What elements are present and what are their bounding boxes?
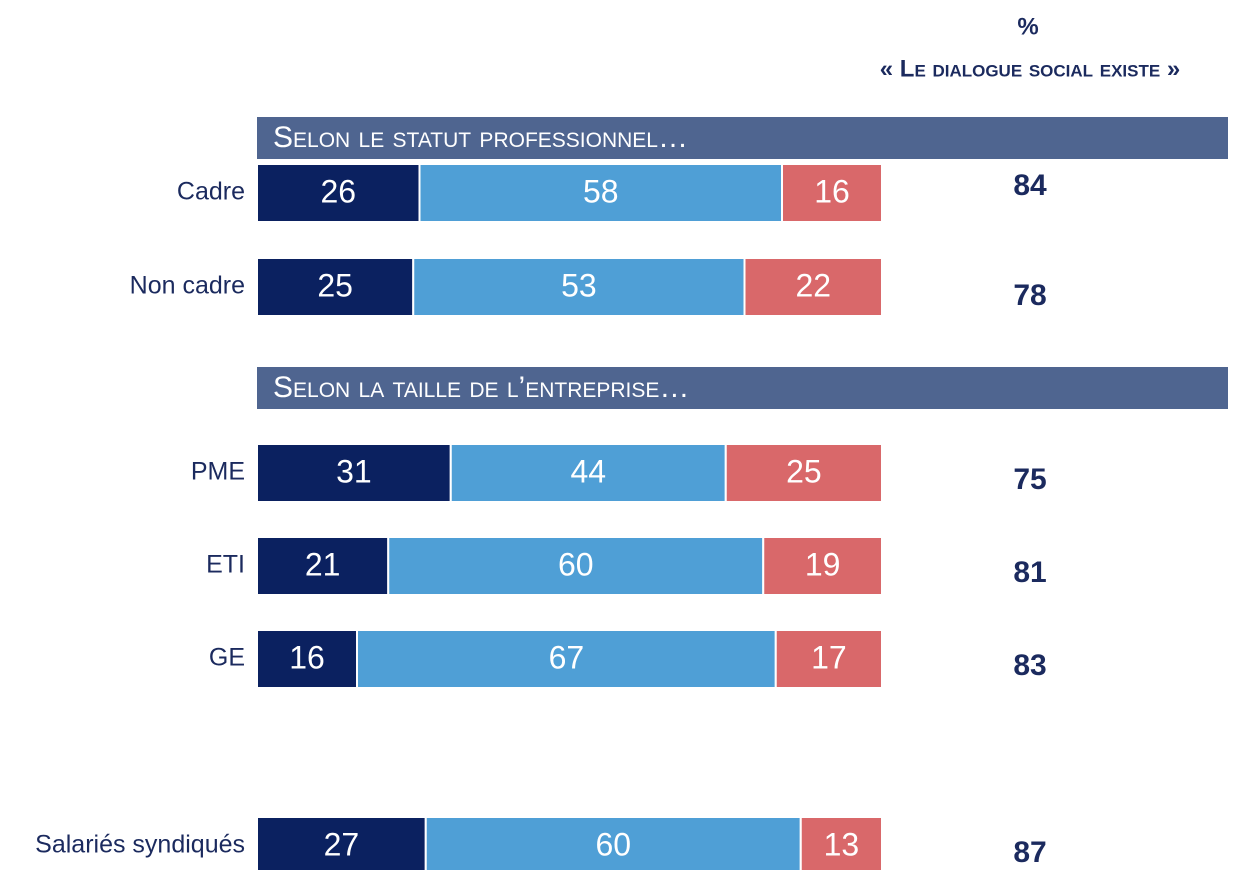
value-label: 22 (795, 267, 831, 303)
section-title: Selon la taille de l’entreprise… (273, 371, 689, 404)
column-label: « Le dialogue social existe » (880, 55, 1180, 82)
total-label: 81 (1013, 556, 1046, 589)
value-label: 17 (811, 639, 847, 675)
bar-segment (256, 257, 415, 317)
total-label: 84 (1013, 169, 1047, 202)
value-label: 25 (317, 267, 353, 303)
value-label: 21 (305, 546, 341, 582)
total-label: 87 (1013, 836, 1046, 869)
bar-segment (256, 536, 390, 596)
category-label: ETI (206, 551, 245, 579)
value-label: 53 (561, 267, 597, 303)
bar-segment (424, 816, 802, 870)
bar-segment (412, 257, 746, 317)
bar-segment (256, 443, 452, 503)
value-label: 19 (805, 546, 841, 582)
bar-segment (774, 629, 883, 689)
value-label: 31 (336, 453, 372, 489)
value-label: 27 (324, 826, 360, 862)
bar-segment (743, 257, 883, 317)
total-label: 83 (1013, 649, 1046, 682)
category-label: Non cadre (130, 272, 245, 300)
bar-segment (418, 163, 783, 223)
value-label: 58 (583, 173, 619, 209)
bar-segment (449, 443, 727, 503)
unit-label: % (1017, 13, 1038, 40)
value-label: 60 (558, 546, 594, 582)
category-label: Salariés syndiqués (35, 831, 245, 859)
category-label: PME (191, 458, 245, 486)
value-label: 16 (814, 173, 850, 209)
total-label: 75 (1013, 463, 1046, 496)
value-label: 25 (786, 453, 822, 489)
value-label: 13 (824, 826, 860, 862)
value-label: 60 (595, 826, 631, 862)
category-label: Cadre (177, 178, 245, 206)
bar-segment (387, 536, 765, 596)
section-band (257, 117, 1228, 159)
bar-segment (356, 629, 777, 689)
section-title: Selon le statut professionnel… (273, 121, 688, 154)
bar-segment (799, 816, 883, 870)
total-label: 78 (1013, 279, 1046, 312)
bar-segment (724, 443, 883, 503)
section-band (257, 367, 1228, 409)
bar-segment (762, 536, 883, 596)
bar-segment (256, 629, 358, 689)
value-label: 44 (570, 453, 606, 489)
value-label: 26 (320, 173, 356, 209)
value-label: 16 (289, 639, 325, 675)
bar-segment (256, 163, 421, 223)
value-label: 67 (549, 639, 585, 675)
category-label: GE (209, 644, 245, 672)
bar-segment (781, 163, 883, 223)
